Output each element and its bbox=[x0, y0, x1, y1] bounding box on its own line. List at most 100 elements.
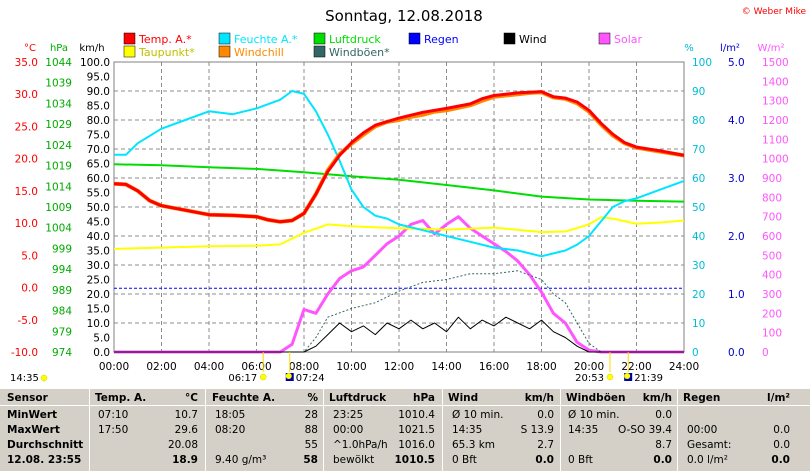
header-temp-unit: °C bbox=[185, 392, 198, 404]
humidity-tick-label: 20 bbox=[692, 289, 705, 301]
rain-tick-label: 2.0 bbox=[728, 231, 745, 243]
temp-tick-label: 20.0 bbox=[15, 154, 38, 166]
wind-axis-unit: km/h bbox=[79, 43, 104, 54]
humidity-axis-unit: % bbox=[684, 43, 694, 54]
wind-tick-label: 15.0 bbox=[87, 304, 110, 316]
header-sensor: Sensor bbox=[7, 392, 48, 404]
legend-label: Regen bbox=[424, 33, 459, 46]
humidity-tick-label: 0 bbox=[692, 347, 699, 359]
wind-tick-label: 55.0 bbox=[87, 188, 110, 200]
wind-tick-label: 65.0 bbox=[87, 159, 110, 171]
stats-pressure-time: ^1.0hPa/h bbox=[333, 439, 388, 451]
chart-grid bbox=[113, 61, 685, 353]
legend-label: Temp. A.* bbox=[138, 33, 192, 46]
solar-tick-label: 700 bbox=[762, 212, 782, 224]
solar-tick-label: 1500 bbox=[762, 57, 789, 69]
wind-tick-label: 100.0 bbox=[80, 57, 110, 69]
moonrise-moon-disc bbox=[285, 373, 292, 379]
stats-wind-label: 14:35 bbox=[452, 424, 483, 436]
stats-row-label: 12.08. 23:55 bbox=[7, 454, 82, 466]
stats-rain-value: 0.0 bbox=[771, 454, 790, 466]
stats-gust-label: 14:35 bbox=[568, 424, 599, 436]
pressure-tick-label: 1004 bbox=[45, 223, 72, 235]
temp-tick-label: 25.0 bbox=[15, 121, 38, 133]
humidity-tick-label: 60 bbox=[692, 173, 705, 185]
wind-tick-label: 75.0 bbox=[87, 130, 110, 142]
table-divider bbox=[323, 389, 324, 471]
wind-tick-label: 85.0 bbox=[87, 101, 110, 113]
x-tick-label: 04:00 bbox=[194, 361, 224, 373]
stats-gust-label: 0 Bft bbox=[568, 454, 593, 466]
table-divider bbox=[89, 389, 90, 471]
sunrise-time-label: 06:17 bbox=[228, 373, 257, 384]
header-gust-unit: km/h bbox=[642, 392, 672, 404]
stats-pressure-value: 1016.0 bbox=[398, 439, 435, 451]
header-humidity: Feuchte A. bbox=[212, 392, 276, 404]
stats-rain-value: 0.0 bbox=[773, 424, 790, 436]
wind-tick-label: 50.0 bbox=[87, 202, 110, 214]
pressure-tick-label: 989 bbox=[52, 285, 72, 297]
x-tick-label: 14:00 bbox=[431, 361, 461, 373]
legend-label: Windböen* bbox=[329, 46, 390, 59]
stats-humidity-value: 28 bbox=[304, 409, 318, 421]
solar-tick-label: 500 bbox=[762, 250, 782, 262]
stats-wind-value: 2.7 bbox=[537, 439, 554, 451]
table-divider bbox=[442, 389, 443, 471]
legend-swatch bbox=[598, 32, 611, 45]
header-wind: Wind bbox=[448, 392, 479, 404]
header-humidity-unit: % bbox=[307, 392, 318, 404]
pressure-tick-label: 1009 bbox=[45, 202, 72, 214]
pressure-tick-label: 1034 bbox=[45, 98, 72, 110]
stats-humidity-time: 9.40 g/m³ bbox=[215, 454, 267, 466]
solar-tick-label: 1300 bbox=[762, 96, 789, 108]
x-tick-label: 16:00 bbox=[479, 361, 509, 373]
header-rain-unit: l/m² bbox=[767, 392, 790, 404]
stats-humidity-value: 88 bbox=[304, 424, 318, 436]
wind-tick-label: 45.0 bbox=[87, 217, 110, 229]
rain-tick-label: 1.0 bbox=[728, 289, 745, 301]
solar-axis-unit: W/m² bbox=[757, 43, 784, 54]
solar-tick-label: 1100 bbox=[762, 134, 789, 146]
legend-label: Feuchte A.* bbox=[234, 33, 298, 46]
humidity-tick-label: 30 bbox=[692, 260, 705, 272]
stats-humidity-time: 08:20 bbox=[215, 424, 246, 436]
rain-tick-label: 4.0 bbox=[728, 115, 745, 127]
temp-tick-label: 15.0 bbox=[15, 186, 38, 198]
table-divider bbox=[677, 389, 678, 471]
rain-tick-label: 3.0 bbox=[728, 173, 745, 185]
x-tick-label: 22:00 bbox=[621, 361, 651, 373]
legend-label: Taupunkt* bbox=[138, 46, 195, 59]
wind-tick-label: 35.0 bbox=[87, 246, 110, 258]
stats-table: Sensor Temp. A. °C Feuchte A.% Luftdruck hPa W… bbox=[0, 389, 810, 471]
legend-label: Solar bbox=[614, 33, 643, 46]
moonset-time-label: 21:39 bbox=[634, 373, 663, 384]
stats-row-label: MinWert bbox=[7, 409, 58, 421]
stats-rain-label: Gesamt: bbox=[687, 439, 732, 451]
pressure-tick-label: 1044 bbox=[45, 57, 72, 69]
chart-series bbox=[113, 90, 685, 354]
stats-wind-label: 0 Bft bbox=[452, 454, 477, 466]
stats-wind-value: 0.0 bbox=[535, 454, 554, 466]
stats-wind-value: 0.0 bbox=[537, 409, 554, 421]
header-gust: Windböen bbox=[566, 392, 626, 404]
solar-tick-label: 800 bbox=[762, 192, 782, 204]
stats-pressure-time: 23:25 bbox=[333, 409, 364, 421]
solar-tick-label: 200 bbox=[762, 308, 782, 320]
legend-label: Luftdruck bbox=[329, 33, 381, 46]
stats-humidity-value: 58 bbox=[303, 454, 318, 466]
wind-tick-label: 90.0 bbox=[87, 86, 110, 98]
x-tick-label: 08:00 bbox=[289, 361, 319, 373]
header-rain: Regen bbox=[683, 392, 721, 404]
moonrise-time-label: 07:24 bbox=[296, 373, 325, 384]
humidity-tick-label: 10 bbox=[692, 318, 705, 330]
temp-tick-label: 35.0 bbox=[15, 57, 38, 69]
stats-pressure-value: 1010.4 bbox=[398, 409, 435, 421]
pressure-tick-label: 999 bbox=[52, 243, 72, 255]
legend-swatch bbox=[218, 45, 231, 58]
solar-tick-label: 300 bbox=[762, 289, 782, 301]
wind-tick-label: 20.0 bbox=[87, 289, 110, 301]
table-header-divider bbox=[0, 405, 810, 406]
x-tick-label: 12:00 bbox=[384, 361, 414, 373]
solar-tick-label: 1200 bbox=[762, 115, 789, 127]
legend-swatch bbox=[408, 32, 421, 45]
